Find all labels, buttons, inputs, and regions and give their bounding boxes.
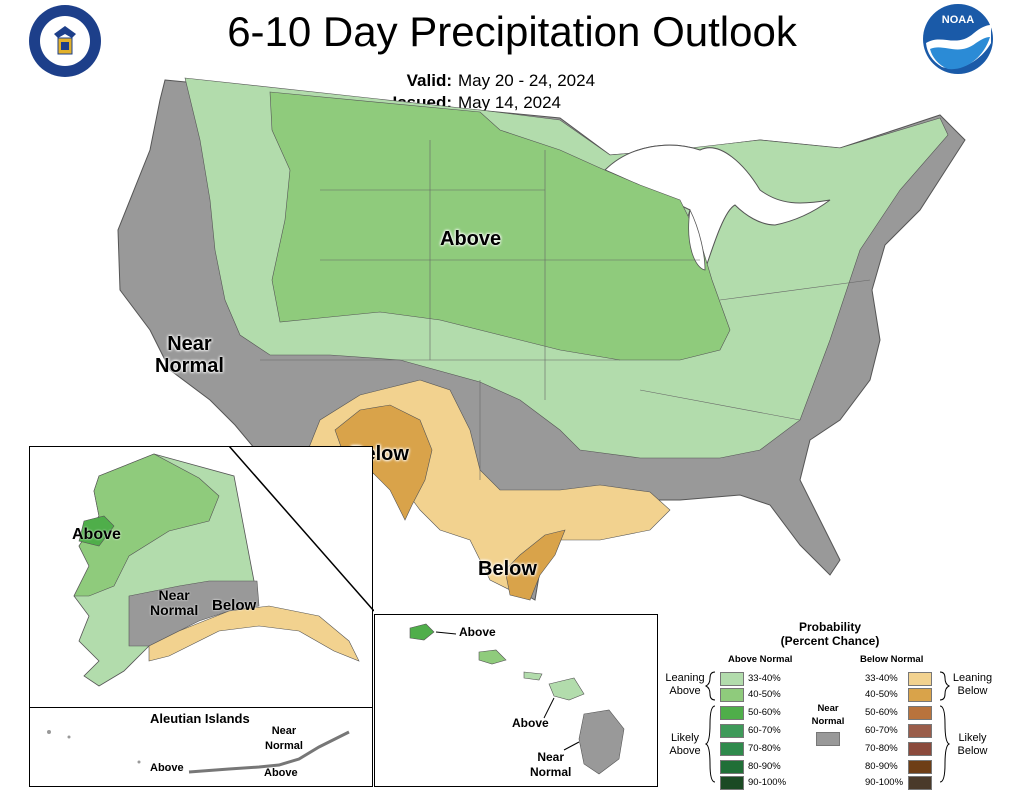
legend: Probability (Percent Chance) Above Normal…	[660, 614, 1020, 790]
conus-near-normal-label: Near Normal	[155, 333, 224, 377]
legend-above-label-1: 40-50%	[748, 689, 781, 700]
legend-below-label-6: 90-100%	[865, 777, 904, 788]
issued-value: May 14, 2024	[458, 93, 562, 112]
legend-above-label-3: 60-70%	[748, 725, 781, 736]
legend-below-swatch-3	[908, 724, 932, 738]
alaska-below-label: Below	[212, 597, 257, 614]
legend-leaning-below: Leaning Below	[952, 672, 993, 697]
svg-text:NOAA: NOAA	[942, 14, 974, 26]
conus-above-40-region	[269, 91, 731, 361]
aleutian-above-right-label: Above	[264, 767, 298, 779]
conus-below-40-tx-region	[504, 529, 566, 601]
legend-above-swatch-3	[720, 724, 744, 738]
legend-above-swatch-4	[720, 742, 744, 756]
legend-below-label-2: 50-60%	[865, 707, 898, 718]
aleutian-map	[47, 730, 350, 774]
aleutian-inset	[29, 707, 373, 787]
legend-below-label-3: 60-70%	[865, 725, 898, 736]
legend-above-swatch-1	[720, 688, 744, 702]
legend-likely-above: Likely Above	[669, 732, 701, 757]
noaa-logo-icon: NOAA	[923, 4, 993, 74]
legend-above-swatch-5	[720, 760, 744, 774]
legend-below-header: Below Normal	[860, 654, 924, 665]
conus-below-tx-label: Below	[478, 558, 537, 580]
legend-below-swatch-5	[908, 760, 932, 774]
conus-above-label: Above	[440, 228, 502, 250]
alaska-above-label: Above	[72, 526, 121, 543]
legend-above-swatch-6	[720, 776, 744, 790]
valid-value: May 20 - 24, 2024	[458, 71, 596, 90]
hawaii-map	[409, 623, 625, 775]
legend-near-normal: Near Normal	[811, 703, 845, 727]
legend-above-swatch-2	[720, 706, 744, 720]
date-block: Valid: May 20 - 24, 2024 Issued: May 14, 2…	[380, 70, 680, 114]
alaska-map	[29, 446, 374, 687]
legend-below-label-0: 33-40%	[865, 673, 898, 684]
legend-above-label-0: 33-40%	[748, 673, 781, 684]
aleutian-title: Aleutian Islands	[150, 711, 250, 726]
aleutian-near-normal-label: Near Normal	[265, 725, 303, 752]
valid-label: Valid:	[406, 71, 452, 90]
alaska-near-normal-label: Near Normal	[150, 587, 199, 618]
legend-below-label-5: 80-90%	[865, 761, 898, 772]
legend-below-swatch-4	[908, 742, 932, 756]
legend-below-label-4: 70-80%	[865, 743, 898, 754]
legend-above-header: Above Normal	[728, 654, 793, 665]
legend-below-swatch-0	[908, 672, 932, 686]
legend-below-swatch-1	[908, 688, 932, 702]
hawaii-above-mid-label: Above	[512, 716, 549, 730]
page-title: 6-10 Day Precipitation Outlook	[227, 8, 797, 55]
legend-below-swatch-2	[908, 706, 932, 720]
legend-below-label-1: 40-50%	[865, 689, 898, 700]
legend-leaning-above: Leaning Above	[665, 672, 705, 697]
legend-likely-below: Likely Below	[957, 732, 988, 757]
legend-above-label-5: 80-90%	[748, 761, 781, 772]
aleutian-above-left-label: Above	[150, 762, 184, 774]
legend-below-swatch-6	[908, 776, 932, 790]
department-of-commerce-seal-icon	[29, 5, 101, 77]
legend-near-normal-swatch	[816, 732, 840, 746]
legend-above-swatch-0	[720, 672, 744, 686]
legend-above-label-4: 70-80%	[748, 743, 781, 754]
hawaii-above-top-label: Above	[459, 625, 496, 639]
legend-above-label-2: 50-60%	[748, 707, 781, 718]
hawaii-near-normal-label: Near Normal	[530, 750, 572, 779]
legend-title: Probability (Percent Chance)	[780, 620, 880, 648]
legend-above-label-6: 90-100%	[748, 777, 787, 788]
